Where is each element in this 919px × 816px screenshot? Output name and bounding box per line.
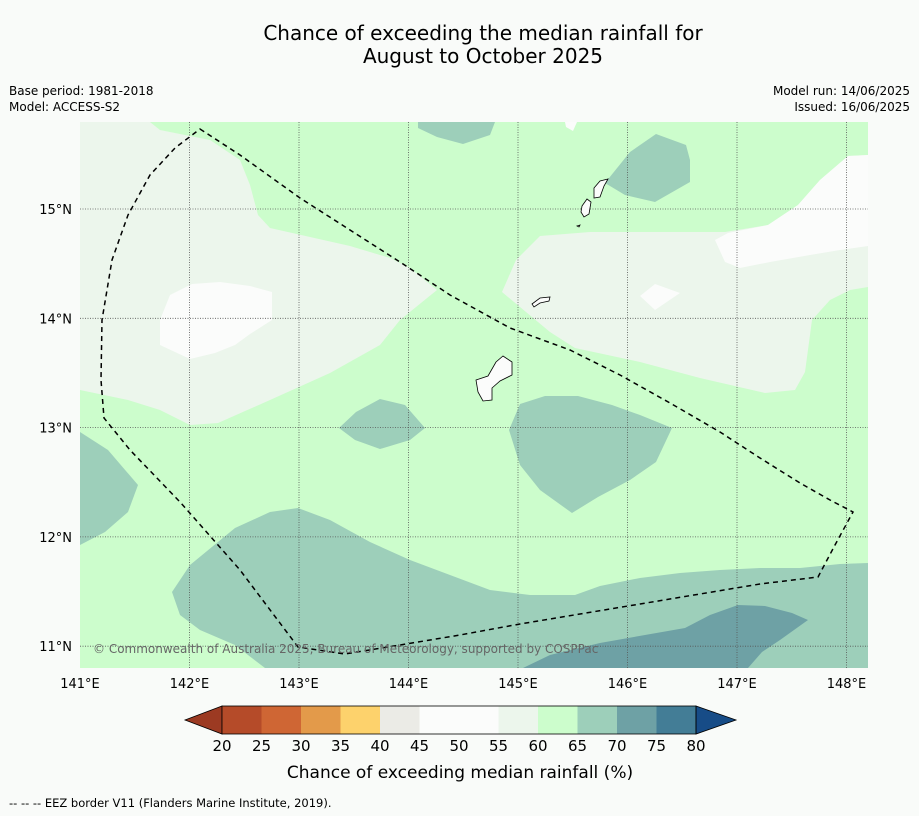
- colorbar-segment: [498, 706, 538, 734]
- meta-right: Model run: 14/06/2025 Issued: 16/06/2025: [773, 83, 910, 115]
- colorbar-frame: [221, 705, 697, 735]
- lon-tick-label: 144°E: [389, 677, 429, 692]
- lat-tick-label: 15°N: [39, 203, 72, 218]
- graticule: [80, 122, 868, 668]
- meta-left: Base period: 1981-2018 Model: ACCESS-S2: [9, 83, 154, 115]
- issued-date: Issued: 16/06/2025: [794, 100, 910, 114]
- colorbar-segment: [380, 706, 420, 734]
- region-65-70-central: [339, 399, 425, 449]
- region-65-70-northeast: [605, 134, 690, 202]
- lat-tick-label: 12°N: [39, 531, 72, 546]
- longitude-labels: 141°E 142°E 143°E 144°E 145°E 146°E 147°E 148°E: [60, 677, 866, 692]
- model-name: Model: ACCESS-S2: [9, 100, 121, 114]
- lon-tick-label: 148°E: [827, 677, 867, 692]
- colorbar-arrow-high: [695, 705, 738, 735]
- title-line-2: August to October 2025: [362, 44, 604, 68]
- colorbar-tick-label: 75: [647, 737, 666, 755]
- region-50-55-east-small: [640, 284, 680, 310]
- colorbar-segment: [577, 706, 617, 734]
- region-50-55-east: [715, 155, 868, 268]
- lon-tick-label: 145°E: [498, 677, 538, 692]
- colorbar-segment: [656, 706, 696, 734]
- base-period: Base period: 1981-2018: [9, 84, 154, 98]
- lat-tick-label: 11°N: [39, 640, 72, 655]
- colorbar-segment: [419, 706, 459, 734]
- region-65-70-north: [418, 122, 495, 144]
- chart-title: Chance of exceeding the median rainfall …: [0, 22, 919, 68]
- colorbar-arrow-low: [183, 705, 223, 735]
- island-aguijan: [575, 224, 581, 228]
- islands: [475, 178, 609, 402]
- lon-tick-label: 143°E: [279, 677, 319, 692]
- model-run: Model run: 14/06/2025: [772, 84, 910, 98]
- island-rota: [531, 296, 551, 308]
- colorbar-tick-label: 35: [331, 737, 350, 755]
- eez-legend: -- -- -- EEZ border V11 (Flanders Marine…: [9, 796, 332, 810]
- colorbar-tick-label: 70: [607, 737, 626, 755]
- colorbar-tick-label: 45: [410, 737, 429, 755]
- colorbar-tick-label: 60: [528, 737, 547, 755]
- copyright-text: © Commonwealth of Australia 2025, Bureau…: [93, 642, 598, 656]
- region-65-70-west: [80, 432, 138, 545]
- colorbar-tick-labels: 20 25 30 35 40 45 50 55 60 65 70 75 80: [212, 737, 705, 755]
- colorbar-segment: [538, 706, 578, 734]
- island-guam: [475, 355, 513, 402]
- region-50-55-west: [160, 282, 272, 359]
- colorbar-tick-label: 80: [686, 737, 705, 755]
- title-line-1: Chance of exceeding the median rainfall …: [263, 21, 703, 45]
- colorbar-tick-label: 40: [370, 737, 389, 755]
- lat-tick-label: 14°N: [39, 312, 72, 327]
- island-saipan: [593, 178, 609, 199]
- colorbar-segment: [340, 706, 380, 734]
- colorbar-segment: [459, 706, 499, 734]
- colorbar-label: Chance of exceeding median rainfall (%): [287, 763, 633, 783]
- latitude-labels: 15°N 14°N 13°N 12°N 11°N: [39, 203, 72, 655]
- region-50-55-top: [565, 122, 577, 131]
- lon-tick-label: 141°E: [60, 677, 100, 692]
- map-panel: © Commonwealth of Australia 2025, Bureau…: [80, 122, 868, 668]
- lon-tick-label: 142°E: [170, 677, 210, 692]
- colorbar-segment: [617, 706, 657, 734]
- island-tinian: [580, 198, 592, 218]
- colorbar-segment: [222, 706, 262, 734]
- colorbar-tick-label: 30: [291, 737, 310, 755]
- lat-tick-label: 13°N: [39, 422, 72, 437]
- colorbar-tick-label: 50: [449, 737, 468, 755]
- colorbar-segment: [261, 706, 301, 734]
- lon-tick-label: 146°E: [608, 677, 648, 692]
- colorbar-tick-label: 25: [252, 737, 271, 755]
- colorbar: [183, 705, 738, 735]
- colorbar-tick-label: 65: [568, 737, 587, 755]
- region-55-60-east: [502, 122, 868, 393]
- region-65-70-east: [509, 396, 672, 513]
- colorbar-tick-label: 20: [212, 737, 231, 755]
- lon-tick-label: 147°E: [717, 677, 757, 692]
- colorbar-tick-label: 55: [489, 737, 508, 755]
- colorbar-segment: [301, 706, 341, 734]
